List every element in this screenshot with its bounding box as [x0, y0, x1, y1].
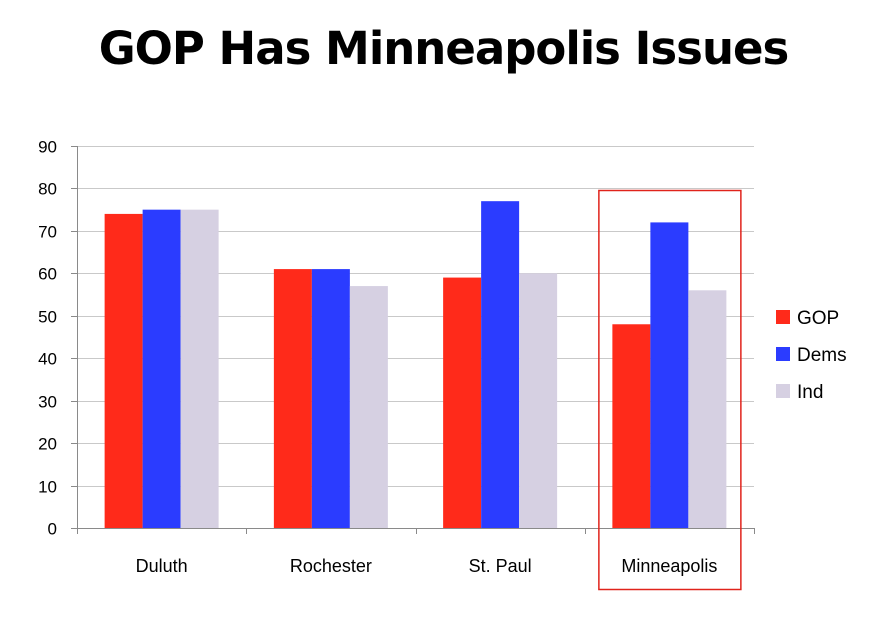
y-tick-label: 70 — [38, 223, 57, 242]
highlight-box — [598, 189, 742, 591]
bar-gop-minneapolis — [612, 324, 651, 528]
bars — [104, 201, 727, 528]
legend-label-gop: GOP — [797, 308, 839, 329]
bar-ind-minneapolis — [688, 290, 727, 528]
y-tick-label: 90 — [38, 138, 57, 157]
axes — [71, 146, 755, 534]
x-category-label: Minneapolis — [621, 556, 717, 576]
x-category-label: Rochester — [290, 556, 372, 576]
legend-swatch-gop — [776, 310, 790, 324]
bar-gop-st-paul — [443, 277, 482, 528]
y-tick-label: 60 — [38, 265, 57, 284]
bar-ind-rochester — [349, 286, 388, 528]
bar-dems-st-paul — [481, 201, 520, 528]
x-category-label: Duluth — [136, 556, 188, 576]
bar-gop-duluth — [104, 213, 143, 528]
y-tick-label: 30 — [38, 393, 57, 412]
bar-ind-duluth — [180, 209, 219, 528]
legend-label-dems: Dems — [797, 345, 847, 366]
bar-dems-duluth — [142, 209, 181, 528]
x-category-label: St. Paul — [469, 556, 532, 576]
y-tick-labels: 0 10 20 30 40 50 60 70 80 90 — [38, 138, 57, 539]
legend: GOP Dems Ind — [776, 308, 847, 403]
bar-ind-st-paul — [519, 273, 558, 528]
bar-dems-minneapolis — [650, 222, 689, 528]
bar-dems-rochester — [311, 269, 350, 528]
y-tick-label: 20 — [38, 435, 57, 454]
y-tick-label: 10 — [38, 478, 57, 497]
x-category-labels: Duluth Rochester St. Paul Minneapolis — [136, 556, 718, 576]
legend-swatch-ind — [776, 384, 790, 398]
y-tick-label: 40 — [38, 350, 57, 369]
bar-gop-rochester — [273, 269, 312, 528]
y-tick-label: 80 — [38, 180, 57, 199]
legend-swatch-dems — [776, 347, 790, 361]
y-tick-label: 50 — [38, 308, 57, 327]
chart-title: GOP Has Minneapolis Issues — [98, 22, 790, 75]
highlight-box-group — [598, 189, 742, 591]
legend-label-ind: Ind — [797, 382, 823, 403]
y-tick-label: 0 — [48, 520, 57, 539]
